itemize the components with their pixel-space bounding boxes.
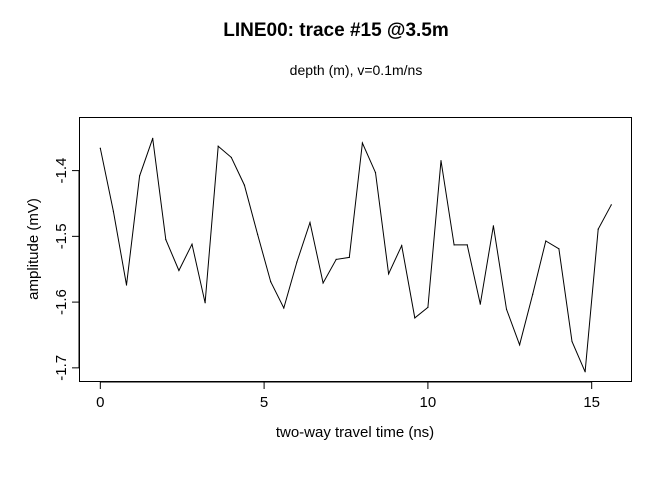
data-point [191, 243, 193, 245]
data-point [348, 256, 350, 258]
data-point [112, 210, 115, 212]
data-point [492, 225, 495, 227]
data-point [296, 261, 298, 263]
data-point [505, 308, 508, 310]
data-point [230, 156, 232, 159]
x-tick-label: 10 [420, 394, 437, 411]
data-point [178, 269, 180, 272]
x-tick-label: 5 [260, 394, 268, 411]
data-point [558, 248, 560, 250]
data-point [165, 239, 167, 241]
chart-title: LINE00: trace #15 @3.5m [223, 20, 449, 41]
y-axis-label: amplitude (mV) [25, 198, 42, 300]
data-point [309, 221, 311, 224]
data-point [283, 307, 285, 309]
data-point [427, 306, 429, 308]
x-axis: 0 5 10 15 [96, 381, 600, 411]
data-point [217, 145, 219, 147]
data-point [256, 233, 259, 235]
y-axis: -1.4 -1.5 -1.6 -1.7 [53, 158, 80, 381]
data-point [584, 371, 586, 373]
data-point [322, 282, 324, 284]
data-point [387, 273, 390, 275]
data-point [270, 281, 272, 283]
data-point [453, 244, 455, 246]
data-point [597, 228, 599, 230]
data-point [335, 258, 337, 260]
data-point [361, 142, 363, 144]
data-point [466, 244, 468, 246]
data-point [479, 303, 481, 305]
x-tick-label: 0 [96, 394, 104, 411]
data-point [401, 244, 403, 247]
data-point [545, 240, 547, 242]
data-point [374, 171, 377, 174]
data-point [139, 175, 141, 177]
trace-points [99, 137, 612, 373]
y-tick-label: -1.6 [53, 289, 70, 315]
y-tick-label: -1.4 [53, 158, 70, 184]
x-axis-label: two-way travel time (ns) [276, 424, 434, 441]
y-tick-label: -1.7 [53, 355, 70, 381]
data-point [204, 302, 206, 304]
data-point [610, 204, 612, 206]
plot-frame [79, 117, 632, 382]
trace-line [99, 138, 612, 372]
chart-subtitle: depth (m), v=0.1m/ns [290, 62, 423, 78]
data-point [99, 147, 101, 149]
data-point [243, 184, 246, 186]
data-point [414, 317, 416, 319]
data-point [571, 340, 573, 343]
x-tick-label: 15 [583, 394, 600, 411]
data-point [152, 137, 154, 139]
data-point [440, 160, 442, 162]
data-point [125, 284, 128, 286]
y-tick-label: -1.5 [53, 223, 70, 249]
data-point [519, 344, 521, 346]
data-point [532, 293, 534, 295]
